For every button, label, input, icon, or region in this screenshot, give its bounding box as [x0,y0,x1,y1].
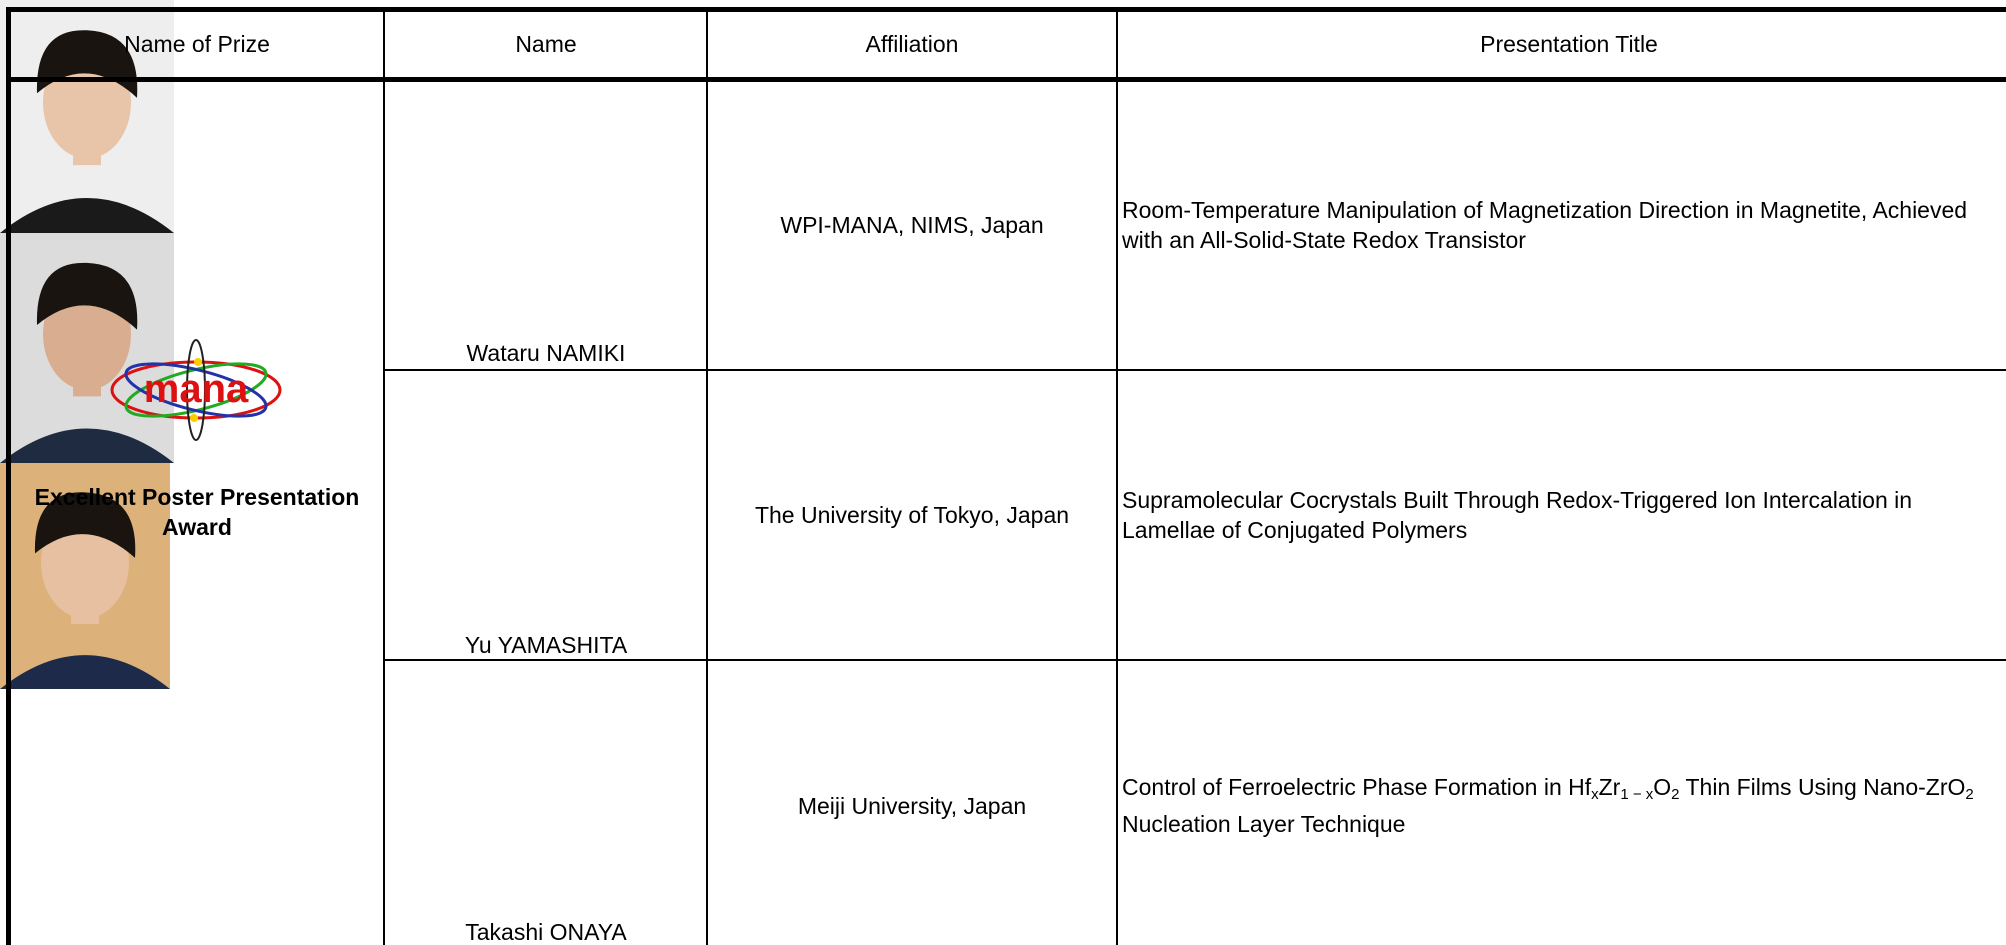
affiliation: Meiji University, Japan [797,793,1027,819]
title-text: Lamellae of Conjugated Polymers [1122,517,1468,543]
title-line: Room-Temperature Manipulation of Magneti… [1122,195,1967,225]
title-text: Zr [1598,774,1621,800]
person-name: Wataru NAMIKI [466,340,626,366]
logo-text: mana [144,367,249,411]
border [6,7,2006,12]
border [384,659,2006,661]
title-line: Control of Ferroelectric Phase Formation… [1122,772,1974,810]
title-text: Room-Temperature Manipulation of Magneti… [1122,197,1968,223]
title-text: Nucleation Layer Technique [1122,811,1406,837]
subscript: 2 [1671,786,1680,803]
title-line: Lamellae of Conjugated Polymers [1122,515,1467,545]
title-line: with an All-Solid-State Redox Transistor [1122,225,1526,255]
border [6,77,2006,82]
header-cell: Presentation Title [1480,31,1658,57]
border [1116,7,1118,945]
person-name: Takashi ONAYA [465,919,627,945]
title-line: Supramolecular Cocrystals Built Through … [1122,485,1912,515]
title-text: with an All-Solid-State Redox Transistor [1122,227,1526,253]
affiliation: WPI-MANA, NIMS, Japan [780,212,1044,238]
border [6,7,11,945]
subscript: x [1591,786,1599,803]
header-cell: Name [515,31,577,57]
portrait [0,492,170,689]
subscript: 2 [1965,786,1974,803]
border [706,7,708,945]
portrait [0,262,174,463]
title-text: Thin Films Using Nano-ZrO [1679,774,1966,800]
mana-logo: mana [110,339,282,441]
photo [0,233,174,463]
person-name: Yu YAMASHITA [464,632,628,658]
title-text: O [1653,774,1672,800]
photo [0,0,174,233]
photo [0,463,170,689]
title-text: Control of Ferroelectric Phase Formation… [1122,774,1592,800]
title-line: Nucleation Layer Technique [1122,809,1405,839]
border [383,7,385,945]
subscript: 1 − x [1620,786,1654,803]
affiliation: The University of Tokyo, Japan [754,502,1070,528]
header-cell: Affiliation [865,31,959,57]
border [384,369,2006,371]
header-cell: Name of Prize [124,31,270,57]
prize-name: Excellent Poster Presentation Award [34,484,360,540]
title-text: Supramolecular Cocrystals Built Through … [1122,487,1913,513]
portrait [0,30,174,233]
